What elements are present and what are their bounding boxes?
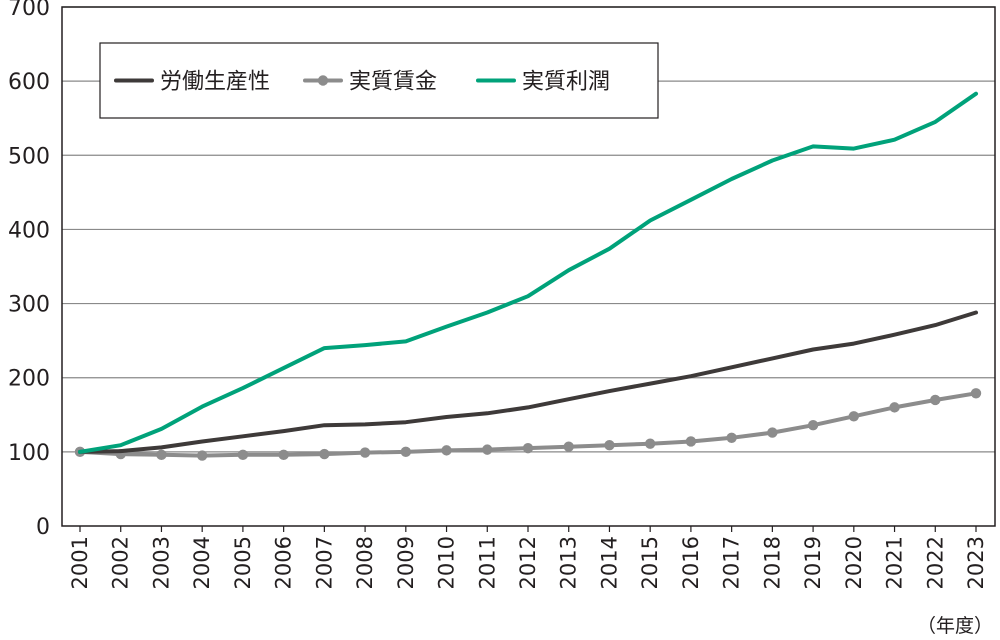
x-tick-label: 2011 — [475, 536, 499, 589]
y-tick-label: 600 — [8, 70, 50, 95]
x-tick-label: 2017 — [720, 536, 744, 589]
series-point-1 — [563, 441, 574, 452]
legend: 労働生産性 実質賃金 実質利潤 — [99, 42, 659, 119]
series-point-1 — [644, 438, 656, 449]
legend-box — [99, 42, 659, 119]
x-tick-label: 2008 — [353, 536, 377, 589]
y-tick-label: 500 — [8, 144, 50, 169]
x-tick-label: 2009 — [394, 536, 418, 589]
x-tick-label: 2015 — [638, 536, 662, 589]
y-tick-label: 200 — [8, 367, 50, 392]
y-tick-label: 100 — [8, 441, 50, 466]
series-point-1 — [807, 419, 819, 431]
x-tick-label: 2023 — [964, 536, 988, 589]
x-tick-label: 2021 — [883, 536, 907, 589]
series-point-1 — [970, 388, 982, 399]
y-tick-label: 0 — [36, 515, 50, 540]
x-tick-label: 2016 — [679, 536, 703, 589]
series-point-1 — [196, 450, 208, 461]
y-tick-label: 700 — [8, 0, 50, 21]
x-tick-label: 2004 — [190, 536, 214, 589]
x-tick-label: 2007 — [312, 536, 336, 589]
series-line-0 — [78, 310, 978, 454]
x-tick-label: 2002 — [109, 536, 133, 589]
legend-label-2: 実質利潤 — [522, 70, 610, 95]
series-point-1 — [604, 439, 615, 451]
series-line-2 — [78, 91, 978, 454]
series-point-1 — [359, 447, 371, 458]
legend-marker-1 — [317, 75, 329, 86]
series-point-1 — [156, 449, 167, 461]
x-tick-label: 2003 — [149, 536, 173, 589]
x-tick-label: 2019 — [801, 536, 825, 589]
series-point-1 — [400, 446, 412, 458]
x-tick-label: 2012 — [516, 536, 540, 589]
y-tick-label: 300 — [8, 293, 50, 318]
series — [74, 91, 982, 461]
series-point-1 — [889, 402, 900, 413]
x-tick-label: 2014 — [597, 536, 621, 589]
series-point-1 — [441, 445, 452, 456]
series-point-1 — [237, 449, 249, 461]
y-tick-label: 400 — [8, 218, 50, 243]
series-point-1 — [522, 442, 534, 454]
series-point-1 — [848, 411, 860, 422]
legend-label-1: 実質賃金 — [349, 70, 437, 95]
x-tick-label: 2006 — [272, 536, 296, 589]
series-point-1 — [726, 432, 737, 443]
x-tick-label: 2018 — [760, 536, 784, 589]
series-point-1 — [767, 427, 778, 438]
x-tick-label: 2010 — [435, 536, 459, 589]
series-point-1 — [482, 444, 493, 455]
series-point-1 — [685, 436, 697, 447]
x-tick-label: 2020 — [842, 536, 866, 589]
series-point-1 — [278, 449, 289, 461]
x-unit-label: （年度） — [917, 615, 993, 637]
series-point-1 — [930, 394, 941, 406]
legend-label-0: 労働生産性 — [160, 70, 270, 95]
x-tick-label: 2013 — [557, 536, 581, 589]
x-tick-label: 2005 — [231, 536, 255, 589]
axes: 0 100 200 300 400 500 600 700 2001 2002 2003 2004 20… — [8, 0, 996, 589]
x-tick-label: 2001 — [68, 536, 92, 589]
x-tick-label: 2022 — [923, 536, 947, 589]
series-point-1 — [319, 448, 330, 460]
